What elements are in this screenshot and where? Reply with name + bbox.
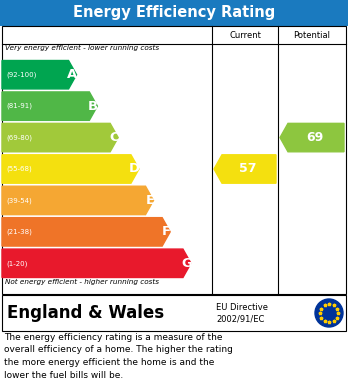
Polygon shape: [2, 92, 97, 120]
Text: F: F: [162, 225, 171, 239]
Text: 69: 69: [306, 131, 324, 144]
Text: Not energy efficient - higher running costs: Not energy efficient - higher running co…: [5, 279, 159, 285]
Circle shape: [315, 299, 343, 327]
Text: Energy Efficiency Rating: Energy Efficiency Rating: [73, 5, 275, 20]
Polygon shape: [2, 218, 170, 246]
Polygon shape: [214, 155, 276, 183]
Text: 57: 57: [239, 163, 257, 176]
Text: E: E: [145, 194, 155, 207]
Text: (69-80): (69-80): [6, 135, 32, 141]
Text: G: G: [181, 257, 192, 270]
Polygon shape: [280, 123, 344, 152]
Text: (92-100): (92-100): [6, 72, 37, 78]
Text: C: C: [110, 131, 119, 144]
Text: The energy efficiency rating is a measure of the
overall efficiency of a home. T: The energy efficiency rating is a measur…: [4, 333, 233, 380]
Text: Current: Current: [229, 30, 261, 39]
Bar: [2, 26, 346, 294]
Text: Very energy efficient - lower running costs: Very energy efficient - lower running co…: [5, 45, 159, 51]
Text: B: B: [88, 100, 98, 113]
Text: (21-38): (21-38): [6, 229, 32, 235]
Text: Potential: Potential: [293, 30, 331, 39]
Text: (55-68): (55-68): [6, 166, 32, 172]
Polygon shape: [2, 123, 118, 152]
Text: EU Directive
2002/91/EC: EU Directive 2002/91/EC: [216, 303, 268, 323]
Polygon shape: [2, 61, 77, 89]
Text: (1-20): (1-20): [6, 260, 27, 267]
Polygon shape: [2, 155, 139, 183]
Polygon shape: [2, 186, 153, 215]
Text: (81-91): (81-91): [6, 103, 32, 109]
Text: England & Wales: England & Wales: [7, 304, 164, 322]
Bar: [0, 0, 348, 26]
Polygon shape: [2, 249, 191, 278]
Text: (39-54): (39-54): [6, 197, 32, 204]
Text: D: D: [129, 163, 140, 176]
Bar: [2, 295, 346, 331]
Text: A: A: [67, 68, 78, 81]
